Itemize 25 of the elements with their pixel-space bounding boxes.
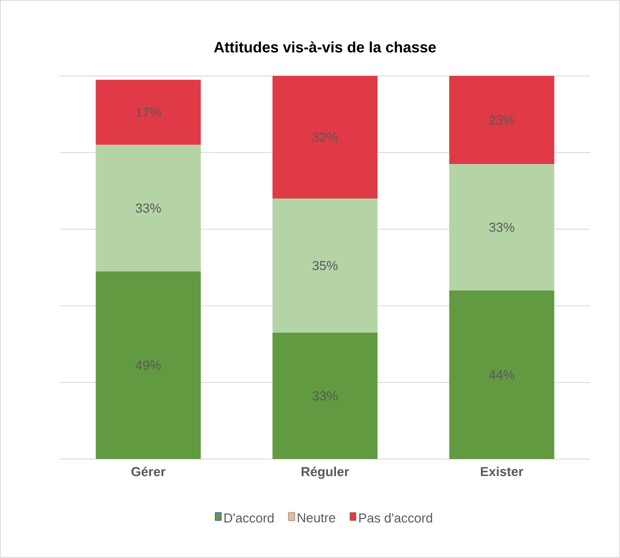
bar <box>96 271 201 460</box>
bar <box>272 76 378 199</box>
data-label: 33% <box>489 222 514 232</box>
legend-label: D'accord <box>224 513 274 523</box>
legend-label: Pas d'accord <box>359 513 432 523</box>
bar <box>272 198 378 333</box>
bar <box>96 144 201 272</box>
bar <box>449 164 554 290</box>
data-label: 23% <box>489 115 514 125</box>
data-label: 33% <box>136 203 161 213</box>
bar <box>272 332 378 460</box>
bar <box>449 290 554 460</box>
x-tick-label: Gérer <box>131 466 166 476</box>
data-label: 35% <box>312 260 338 270</box>
data-label: 32% <box>312 132 338 142</box>
bar <box>96 80 201 145</box>
data-label: 33% <box>312 391 338 400</box>
legend-label: Neutre <box>298 513 336 522</box>
bar <box>449 76 554 164</box>
data-label: 49% <box>136 360 161 370</box>
x-tick-label: Réguler <box>302 466 350 479</box>
chart-title: Attitudes vis-à-vis de la chasse <box>214 41 436 52</box>
data-label: 17% <box>136 108 161 117</box>
x-tick-label: Exister <box>480 466 524 476</box>
data-label: 44% <box>489 370 514 380</box>
